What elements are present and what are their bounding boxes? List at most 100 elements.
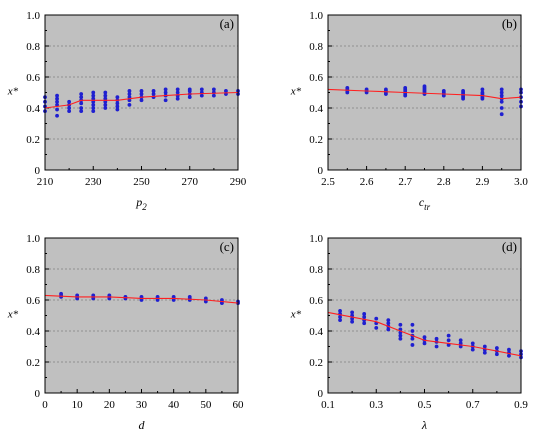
- plot-frame: [327, 14, 522, 171]
- data-point: [115, 95, 120, 100]
- data-point: [187, 87, 192, 92]
- data-point: [59, 291, 63, 296]
- data-point: [507, 353, 511, 358]
- data-point: [127, 103, 132, 107]
- data-point: [480, 87, 485, 92]
- data-point: [55, 107, 59, 112]
- data-point: [499, 87, 504, 92]
- data-point: [103, 90, 108, 95]
- data-point: [461, 89, 465, 93]
- data-point: [79, 106, 84, 110]
- data-point: [434, 336, 439, 341]
- x-tick-label: 0.3: [369, 399, 383, 411]
- data-point: [398, 322, 403, 327]
- x-tick-label: 0.1: [321, 399, 335, 411]
- y-tick-label: 0: [35, 388, 41, 400]
- fit-line: [327, 88, 522, 100]
- data-point: [494, 352, 499, 357]
- data-point: [398, 333, 403, 338]
- data-point: [480, 90, 485, 95]
- data-point: [139, 89, 144, 93]
- data-point: [175, 96, 180, 101]
- plot-frame: [44, 237, 239, 394]
- y-tick-label: 0.8: [26, 264, 40, 276]
- data-point: [398, 336, 403, 341]
- y-tick-label: 0.2: [26, 357, 40, 369]
- x-axis-label: p2: [135, 195, 147, 212]
- data-point: [67, 106, 72, 110]
- data-point: [211, 87, 216, 92]
- chart-panel-4: 0 0.2 0.4 0.6 0.8 1.0 0.1 0.3 0.5 0.7 0.9 (d) x* λ: [290, 233, 529, 432]
- y-tick-label: 0.8: [309, 41, 323, 53]
- data-point: [91, 96, 96, 101]
- data-point: [350, 310, 355, 315]
- data-point: [338, 308, 342, 313]
- chart-panel-2: 0 0.2 0.4 0.6 0.8 1.0 2.5 2.6 2.7 2.8 2.9 3.0 (b) x* c…: [290, 10, 529, 212]
- data-point: [199, 93, 204, 98]
- data-point: [410, 322, 415, 327]
- data-point: [171, 295, 176, 299]
- data-point: [507, 347, 511, 352]
- data-point: [79, 95, 84, 100]
- data-point: [434, 344, 439, 349]
- data-point: [422, 335, 427, 340]
- data-point: [482, 350, 487, 355]
- data-point: [384, 87, 388, 92]
- data-point: [139, 92, 144, 96]
- fit-line: [327, 311, 522, 357]
- fit-line: [44, 294, 239, 304]
- data-point: [499, 99, 504, 104]
- x-tick-label: 0.5: [418, 399, 432, 411]
- y-axis-label: x*: [290, 309, 302, 321]
- data-point: [151, 92, 156, 96]
- data-point: [374, 326, 379, 330]
- y-axis-label: x*: [7, 86, 19, 98]
- x-tick-label: 270: [182, 176, 199, 188]
- data-point: [163, 87, 168, 92]
- x-tick-label: 250: [133, 176, 150, 188]
- x-tick-label: 40: [168, 399, 180, 411]
- x-tick-label: 0.9: [514, 399, 528, 411]
- data-point: [67, 99, 72, 104]
- data-point: [499, 112, 504, 117]
- y-tick-label: 0.8: [309, 264, 323, 276]
- y-tick-label: 0.6: [309, 295, 323, 307]
- y-tick-label: 1.0: [309, 233, 323, 245]
- x-tick-label: 0: [42, 399, 48, 411]
- y-axis-label: x*: [290, 86, 302, 98]
- data-point: [91, 90, 96, 95]
- x-tick-label: 2.9: [476, 176, 490, 188]
- panel-label: (c): [220, 239, 234, 254]
- y-tick-label: 0.2: [309, 357, 323, 369]
- data-point: [410, 343, 415, 347]
- data-point: [115, 104, 120, 109]
- x-tick-label: 3.0: [514, 176, 528, 188]
- chart-panel-3: 0 0.2 0.4 0.6 0.8 1.0 0 10 20 30 40 50 60 (c) x* d: [7, 233, 244, 432]
- data-point: [187, 95, 192, 100]
- data-point: [499, 106, 504, 110]
- x-tick-label: 20: [104, 399, 116, 411]
- plot-area: [45, 238, 238, 393]
- x-tick-label: 290: [230, 176, 247, 188]
- x-tick-label: 2.8: [437, 176, 451, 188]
- x-tick-label: 2.5: [321, 176, 335, 188]
- panel-label: (d): [502, 239, 517, 254]
- data-point: [175, 90, 180, 95]
- data-point: [410, 336, 415, 341]
- data-point: [224, 89, 228, 93]
- data-point: [107, 293, 112, 298]
- data-point: [79, 109, 84, 113]
- data-point: [374, 316, 379, 321]
- data-point: [364, 87, 369, 92]
- data-point: [91, 109, 96, 113]
- y-tick-label: 0.2: [309, 134, 323, 146]
- y-tick-label: 0.6: [26, 295, 40, 307]
- panel-label: (b): [502, 16, 517, 31]
- x-tick-label: 230: [85, 176, 102, 188]
- data-point: [403, 85, 408, 90]
- y-tick-label: 0.6: [26, 72, 40, 84]
- x-axis-label: d: [139, 418, 146, 432]
- data-point: [362, 315, 367, 319]
- data-point: [115, 101, 120, 106]
